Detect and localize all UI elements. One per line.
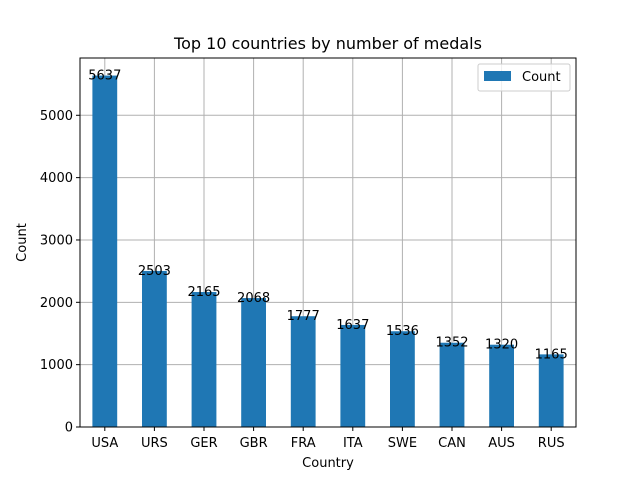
bar-fra bbox=[290, 316, 316, 427]
bar-ita bbox=[340, 324, 366, 427]
y-axis-label: Count bbox=[15, 223, 30, 262]
x-tick-label-fra: FRA bbox=[291, 436, 316, 451]
bar-swe bbox=[390, 331, 415, 427]
y-tick-label: 5000 bbox=[40, 109, 73, 124]
bar-ger bbox=[191, 292, 217, 427]
y-tick-label: 2000 bbox=[40, 296, 73, 311]
bar-can bbox=[439, 342, 465, 427]
data-label-rus: 1165 bbox=[535, 347, 568, 362]
x-tick-label-ita: ITA bbox=[343, 436, 363, 451]
data-label-swe: 1536 bbox=[386, 324, 419, 339]
x-tick-label-usa: USA bbox=[91, 436, 118, 451]
data-label-usa: 5637 bbox=[88, 69, 121, 84]
x-tick-label-ger: GER bbox=[190, 436, 217, 451]
y-tick-label: 0 bbox=[65, 421, 73, 436]
bars-layer bbox=[92, 75, 564, 428]
data-label-fra: 1777 bbox=[287, 309, 320, 324]
legend: Count bbox=[477, 63, 571, 92]
x-tick-label-swe: SWE bbox=[388, 436, 417, 451]
legend-swatch bbox=[484, 71, 511, 81]
x-tick-label-can: CAN bbox=[438, 436, 466, 451]
y-tick-label: 3000 bbox=[40, 233, 73, 248]
bar-rus bbox=[538, 354, 564, 427]
y-tick-label: 1000 bbox=[40, 358, 73, 373]
plot-frame bbox=[79, 57, 577, 428]
data-label-can: 1352 bbox=[435, 336, 468, 351]
data-label-gbr: 2068 bbox=[237, 291, 270, 306]
bar-aus bbox=[489, 344, 514, 427]
x-tick-label-aus: AUS bbox=[488, 436, 515, 451]
x-tick-label-rus: RUS bbox=[538, 436, 565, 451]
legend-box bbox=[477, 63, 571, 92]
x-axis-label: Country bbox=[302, 456, 354, 471]
ticks-layer: 0 1000 2000 3000 4000 5000 USA URS GER GBR FRA ITA S… bbox=[40, 109, 565, 451]
x-tick-label-urs: URS bbox=[141, 436, 168, 451]
data-label-ger: 2165 bbox=[187, 285, 220, 300]
data-label-ita: 1637 bbox=[336, 318, 369, 333]
bar-urs bbox=[142, 270, 167, 427]
legend-label: Count bbox=[522, 70, 561, 85]
y-tick-label: 4000 bbox=[40, 171, 73, 186]
bar-usa bbox=[92, 75, 118, 428]
chart-title: Top 10 countries by number of medals bbox=[173, 34, 482, 53]
bar-gbr bbox=[241, 298, 266, 427]
x-tick-label-gbr: GBR bbox=[240, 436, 268, 451]
data-labels-layer: 5637 2503 2165 2068 1777 1637 1536 1352 1320 1165 bbox=[88, 69, 567, 363]
data-label-aus: 1320 bbox=[485, 338, 518, 353]
data-label-urs: 2503 bbox=[138, 264, 171, 279]
